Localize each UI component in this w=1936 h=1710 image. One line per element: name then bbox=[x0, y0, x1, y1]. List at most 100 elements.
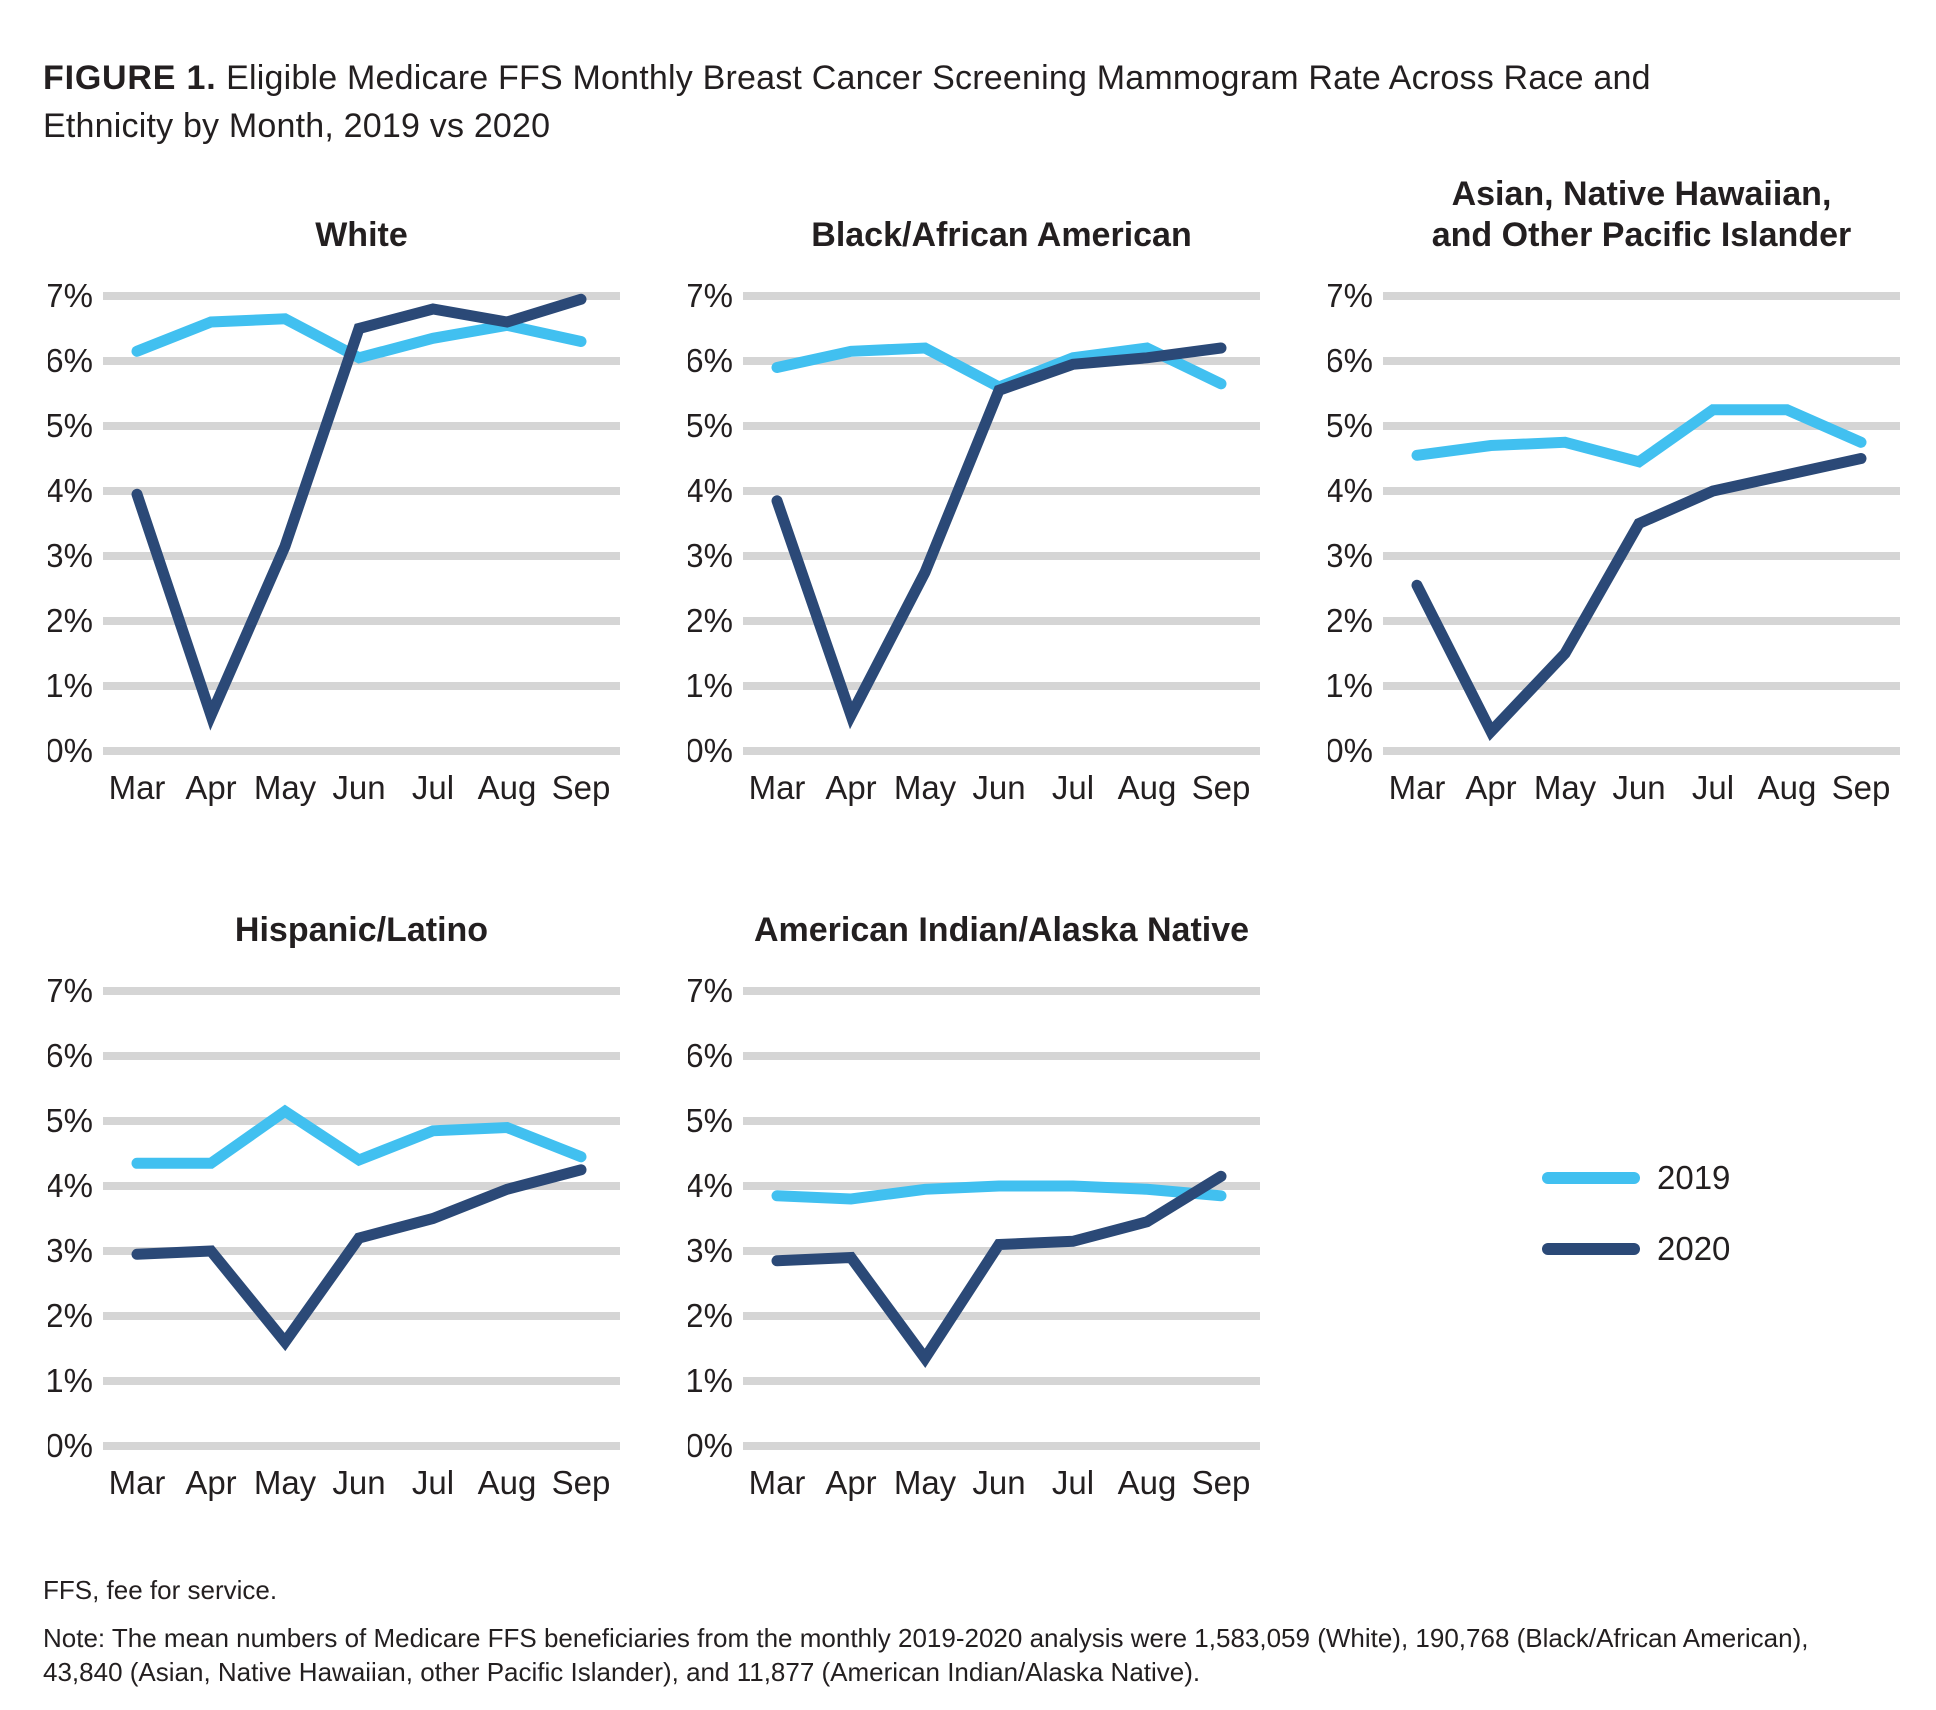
svg-text:Mar: Mar bbox=[109, 769, 166, 806]
legend-line-swatch-2019 bbox=[1542, 1172, 1640, 1184]
svg-text:4%: 4% bbox=[688, 472, 733, 509]
svg-text:Jul: Jul bbox=[412, 769, 454, 806]
svg-text:2%: 2% bbox=[48, 602, 93, 639]
svg-text:2%: 2% bbox=[48, 1297, 93, 1334]
legend-item-2019: 2019 bbox=[1542, 1159, 1908, 1196]
svg-text:Jun: Jun bbox=[1612, 769, 1665, 806]
svg-text:7%: 7% bbox=[48, 972, 93, 1009]
svg-text:Sep: Sep bbox=[552, 1464, 611, 1501]
svg-text:May: May bbox=[894, 1464, 957, 1501]
chart-title-hispanic-latino: Hispanic/Latino bbox=[234, 911, 489, 949]
svg-text:Mar: Mar bbox=[109, 1464, 166, 1501]
svg-text:1%: 1% bbox=[48, 667, 93, 704]
svg-text:7%: 7% bbox=[48, 277, 93, 314]
svg-text:5%: 5% bbox=[688, 407, 733, 444]
svg-text:Mar: Mar bbox=[749, 1464, 806, 1501]
svg-text:Aug: Aug bbox=[1118, 769, 1177, 806]
svg-text:4%: 4% bbox=[48, 1167, 93, 1204]
figure-number-label: FIGURE 1. bbox=[43, 59, 217, 97]
svg-text:Sep: Sep bbox=[1192, 1464, 1251, 1501]
line-chart-white: 7% 6% 5% 4% 3% 2% 1% 0% Mar Apr May Jun Jul Aug Sep bbox=[48, 277, 620, 806]
legend-line-swatch-2020 bbox=[1542, 1243, 1640, 1255]
svg-text:5%: 5% bbox=[48, 407, 93, 444]
svg-text:0%: 0% bbox=[688, 732, 733, 769]
chart-title-white: White bbox=[315, 216, 408, 254]
svg-text:6%: 6% bbox=[48, 342, 93, 379]
svg-text:0%: 0% bbox=[1328, 732, 1373, 769]
svg-text:4%: 4% bbox=[688, 1167, 733, 1204]
svg-text:7%: 7% bbox=[1328, 277, 1373, 314]
svg-text:May: May bbox=[254, 1464, 317, 1501]
svg-text:Apr: Apr bbox=[825, 1464, 876, 1501]
svg-text:6%: 6% bbox=[48, 1037, 93, 1074]
figure-title: FIGURE 1. Eligible Medicare FFS Monthly … bbox=[43, 54, 1663, 150]
svg-text:Jun: Jun bbox=[972, 769, 1025, 806]
svg-text:2%: 2% bbox=[688, 1297, 733, 1334]
svg-text:Aug: Aug bbox=[478, 1464, 537, 1501]
svg-text:5%: 5% bbox=[48, 1102, 93, 1139]
svg-text:4%: 4% bbox=[1328, 472, 1373, 509]
footnotes: FFS, fee for service. Note: The mean num… bbox=[43, 1573, 1908, 1689]
svg-text:Apr: Apr bbox=[1465, 769, 1516, 806]
svg-text:May: May bbox=[254, 769, 317, 806]
svg-text:Aug: Aug bbox=[1118, 1464, 1177, 1501]
svg-text:Apr: Apr bbox=[185, 1464, 236, 1501]
line-chart-black-african-american: 7% 6% 5% 4% 3% 2% 1% 0% Mar Apr May Jun Jul Aug Sep bbox=[688, 277, 1260, 806]
svg-text:0%: 0% bbox=[48, 1427, 93, 1464]
svg-text:Mar: Mar bbox=[749, 769, 806, 806]
svg-text:0%: 0% bbox=[48, 732, 93, 769]
svg-text:3%: 3% bbox=[48, 537, 93, 574]
svg-text:Jun: Jun bbox=[972, 1464, 1025, 1501]
svg-text:Apr: Apr bbox=[825, 769, 876, 806]
line-chart-hispanic-latino: 7% 6% 5% 4% 3% 2% 1% 0% Mar Apr May Jun Jul Aug Sep bbox=[48, 972, 620, 1501]
svg-text:Jul: Jul bbox=[412, 1464, 454, 1501]
svg-text:3%: 3% bbox=[688, 1232, 733, 1269]
legend-label-2019: 2019 bbox=[1657, 1159, 1731, 1196]
svg-text:Jul: Jul bbox=[1052, 769, 1094, 806]
footnote-abbreviation: FFS, fee for service. bbox=[43, 1575, 278, 1605]
svg-text:Mar: Mar bbox=[1389, 769, 1446, 806]
svg-text:Apr: Apr bbox=[185, 769, 236, 806]
chart-asian-nhpi: Asian, Native Hawaiian, and Other Pacifi… bbox=[1328, 156, 1908, 811]
svg-text:May: May bbox=[1534, 769, 1597, 806]
svg-text:5%: 5% bbox=[688, 1102, 733, 1139]
svg-text:4%: 4% bbox=[48, 472, 93, 509]
svg-text:2%: 2% bbox=[1328, 602, 1373, 639]
svg-text:1%: 1% bbox=[688, 667, 733, 704]
line-chart-asian-nhpi: 7% 6% 5% 4% 3% 2% 1% 0% Mar Apr May Jun Jul Aug Sep bbox=[1328, 277, 1900, 806]
svg-text:Sep: Sep bbox=[1832, 769, 1891, 806]
svg-text:Jun: Jun bbox=[332, 769, 385, 806]
svg-text:3%: 3% bbox=[48, 1232, 93, 1269]
svg-text:6%: 6% bbox=[1328, 342, 1373, 379]
svg-text:Jul: Jul bbox=[1052, 1464, 1094, 1501]
legend-item-2020: 2020 bbox=[1542, 1230, 1908, 1267]
svg-text:6%: 6% bbox=[688, 1037, 733, 1074]
chart-title-american-indian-alaska-native: American Indian/Alaska Native bbox=[753, 911, 1250, 949]
svg-text:Jul: Jul bbox=[1692, 769, 1734, 806]
svg-text:Sep: Sep bbox=[1192, 769, 1251, 806]
svg-text:1%: 1% bbox=[1328, 667, 1373, 704]
svg-text:5%: 5% bbox=[1328, 407, 1373, 444]
footnote-note: Note: The mean numbers of Medicare FFS b… bbox=[43, 1623, 1809, 1687]
figure-title-text: Eligible Medicare FFS Monthly Breast Can… bbox=[43, 59, 1651, 145]
svg-text:Jun: Jun bbox=[332, 1464, 385, 1501]
svg-text:7%: 7% bbox=[688, 972, 733, 1009]
svg-text:2%: 2% bbox=[688, 602, 733, 639]
svg-text:Aug: Aug bbox=[478, 769, 537, 806]
svg-text:May: May bbox=[894, 769, 957, 806]
legend-label-2020: 2020 bbox=[1657, 1230, 1731, 1267]
svg-text:3%: 3% bbox=[1328, 537, 1373, 574]
svg-text:0%: 0% bbox=[688, 1427, 733, 1464]
chart-hispanic-latino: Hispanic/Latino 7% 6% 5% 4% 3% 2% 1% 0% Mar Apr Ma… bbox=[48, 851, 628, 1506]
chart-title-asian-nhpi: Asian, Native Hawaiian, and Other Pacifi… bbox=[1431, 175, 1852, 254]
svg-text:1%: 1% bbox=[48, 1362, 93, 1399]
svg-text:6%: 6% bbox=[688, 342, 733, 379]
chart-american-indian-alaska-native: American Indian/Alaska Native 7% 6% 5% 4% 3%… bbox=[688, 851, 1268, 1506]
chart-legend: 2019 2020 bbox=[1328, 851, 1908, 1506]
chart-title-black-african-american: Black/African American bbox=[811, 216, 1192, 254]
svg-text:7%: 7% bbox=[688, 277, 733, 314]
svg-text:Sep: Sep bbox=[552, 769, 611, 806]
svg-text:3%: 3% bbox=[688, 537, 733, 574]
svg-text:1%: 1% bbox=[688, 1362, 733, 1399]
